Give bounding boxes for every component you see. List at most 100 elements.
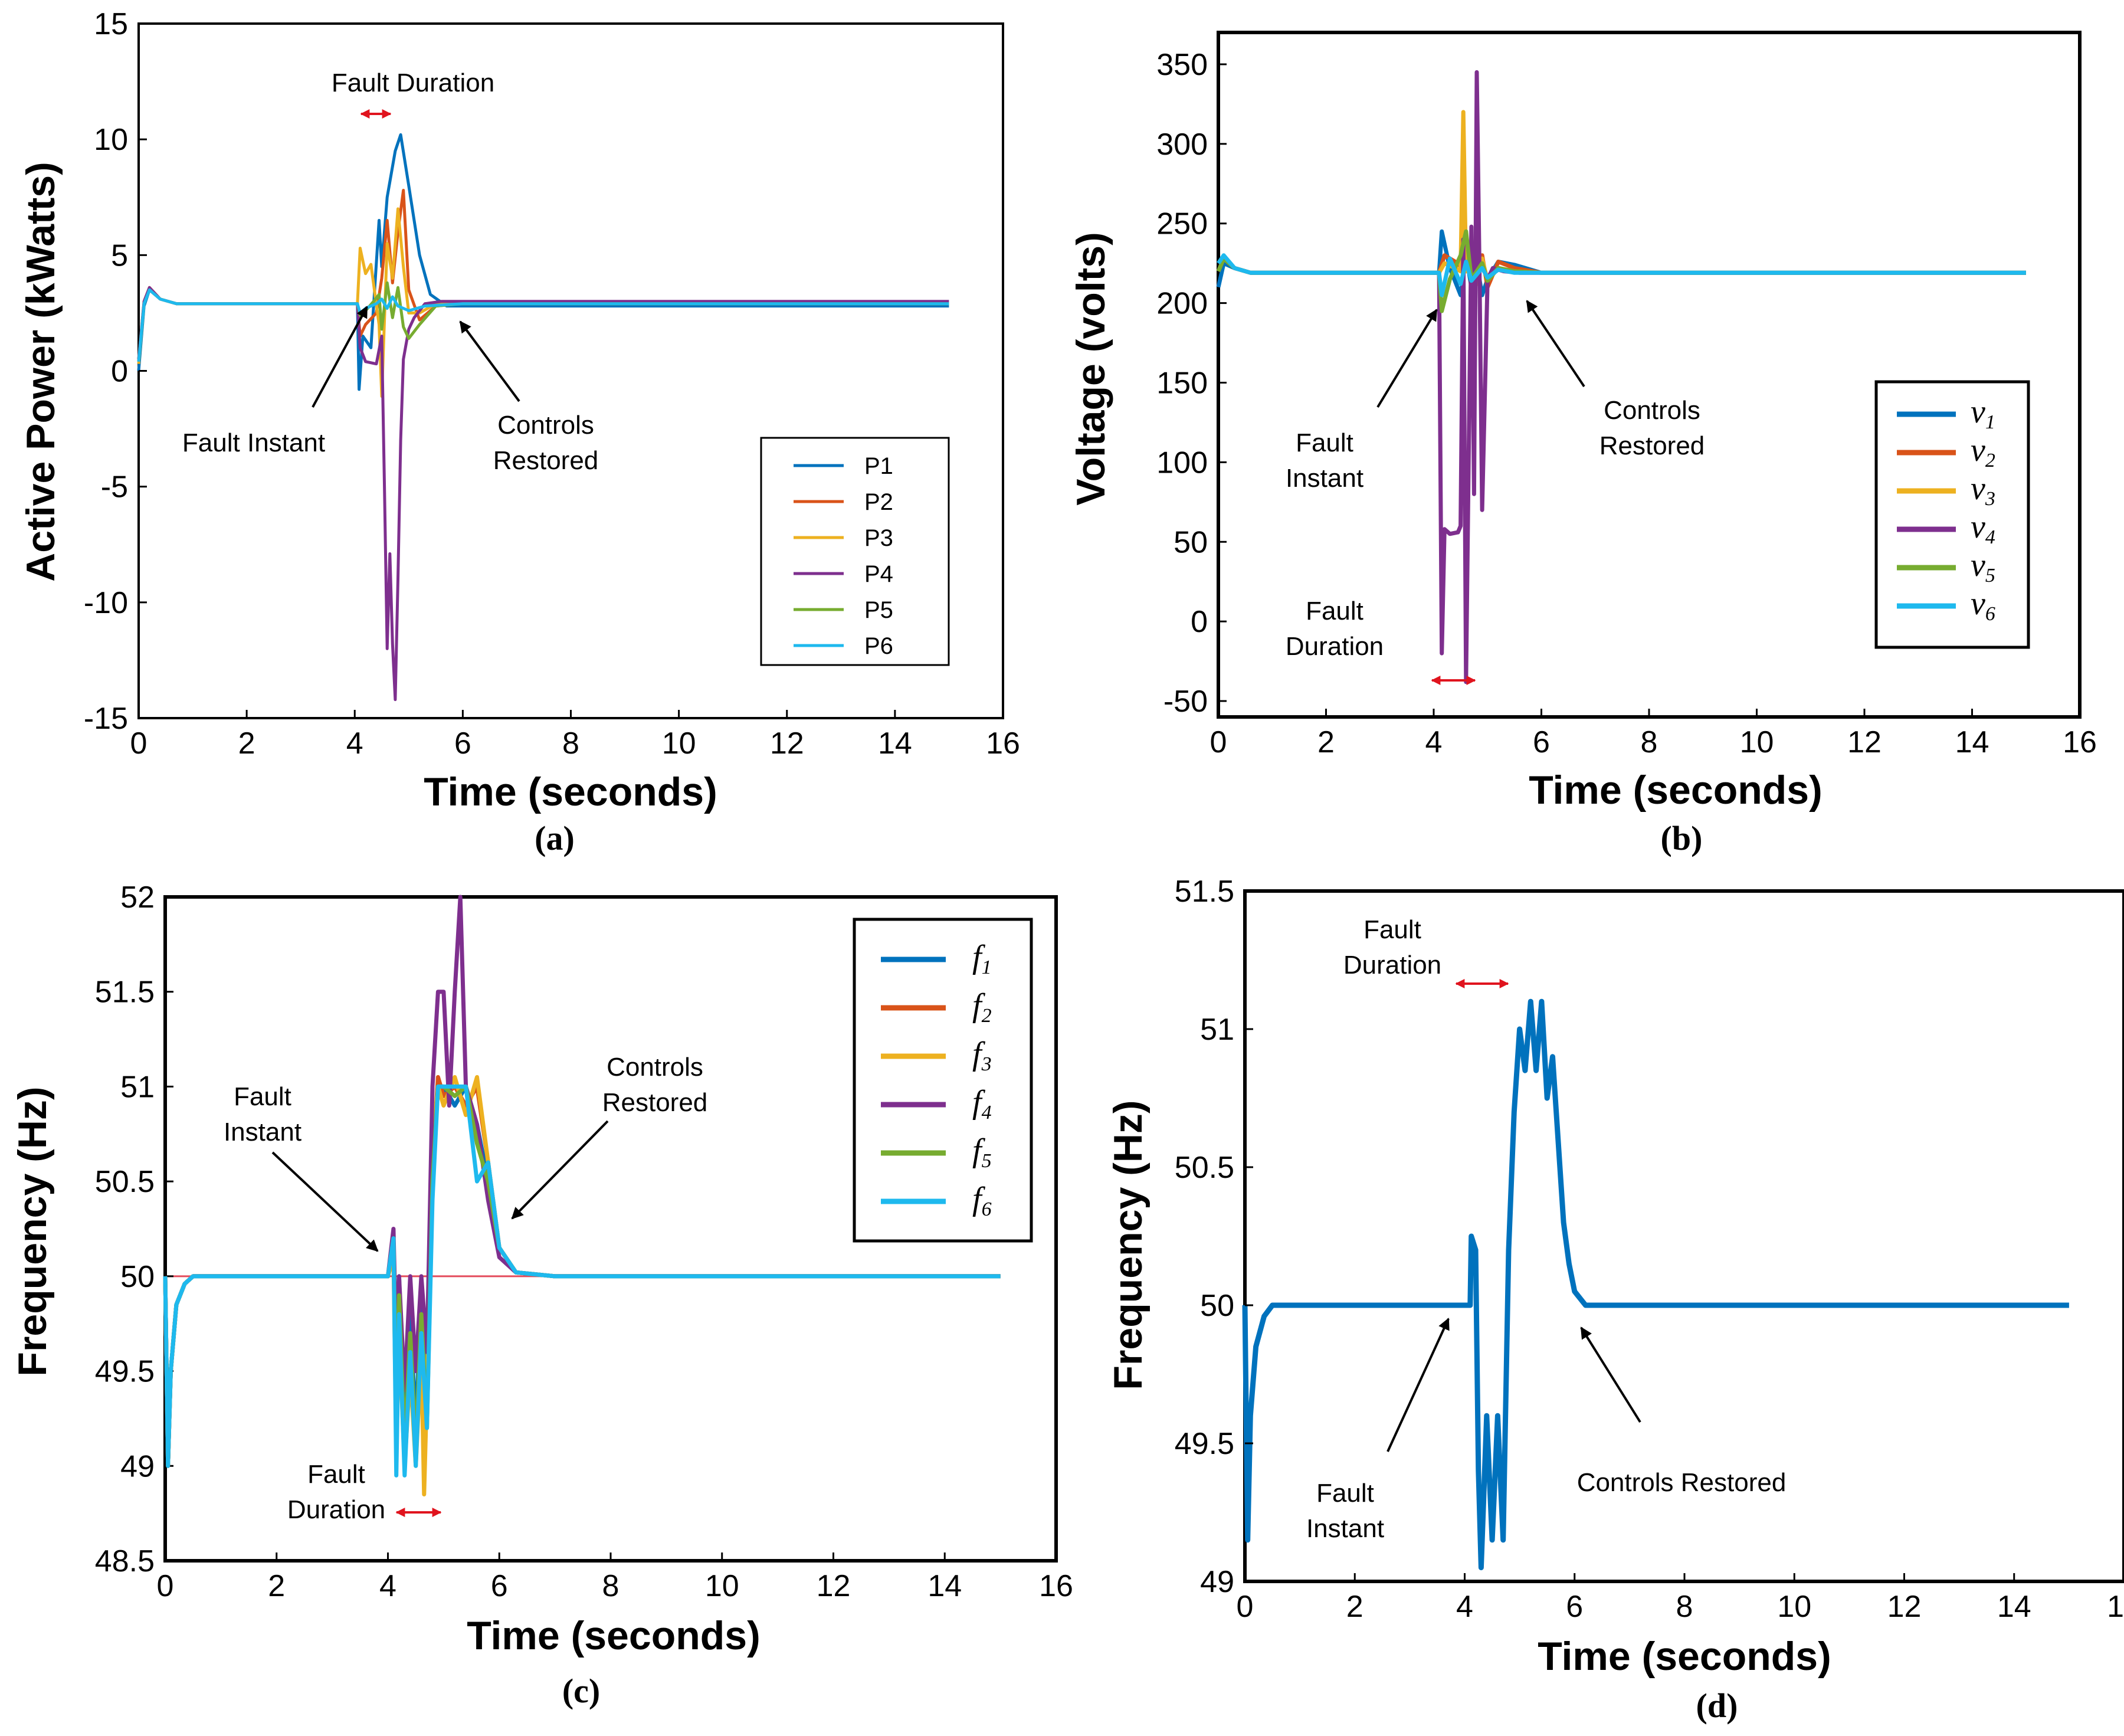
y-tick-label: -15 bbox=[84, 702, 128, 736]
controls-restored-label-b-line1: Controls bbox=[1604, 396, 1700, 425]
fault-duration-label-d-line1: Fault bbox=[1363, 915, 1421, 944]
fault-duration-label-a: Fault Duration bbox=[332, 68, 494, 97]
x-tick-label: 2 bbox=[1317, 725, 1335, 759]
fault-instant-label-b-line2: Instant bbox=[1286, 464, 1363, 493]
x-tick-label: 8 bbox=[602, 1569, 620, 1603]
fault-instant-arrow-b bbox=[1376, 309, 1438, 408]
y-tick-label: 250 bbox=[1156, 207, 1208, 241]
y-tick-label: 48.5 bbox=[95, 1544, 155, 1578]
fault-instant-arrow-a bbox=[312, 306, 368, 408]
y-tick-label: -10 bbox=[84, 586, 128, 620]
y-tick-label: 52 bbox=[120, 880, 155, 915]
x-tick-label: 4 bbox=[1425, 725, 1443, 759]
chart-a: 0 2 4 6 8 10 12 14 16 -15 -10 -5 0 5 10 15 Time (secon… bbox=[18, 7, 1020, 857]
x-tick-label: 16 bbox=[1039, 1569, 1073, 1603]
fault-duration-label-d-line2: Duration bbox=[1343, 951, 1441, 980]
fault-instant-label-c-line2: Instant bbox=[224, 1118, 301, 1147]
y-tick-label: 50 bbox=[120, 1260, 155, 1294]
series-f6-line bbox=[163, 1084, 1001, 1478]
panel-label-c: (c) bbox=[562, 1672, 600, 1710]
legend-label: P3 bbox=[864, 525, 893, 551]
chart-c: 0 2 4 6 8 10 12 14 16 48.5 49 49.5 50 50.5 51 51.5 52 T… bbox=[10, 880, 1073, 1710]
x-tick-label: 12 bbox=[1847, 725, 1882, 759]
y-tick-label: 51 bbox=[120, 1070, 155, 1104]
y-axis-label-a: Active Power (kWatts) bbox=[18, 162, 63, 582]
y-axis-label-d: Frequency (Hz) bbox=[1106, 1100, 1150, 1390]
x-tick-label: 10 bbox=[1777, 1590, 1811, 1624]
x-tick-label: 14 bbox=[878, 726, 912, 761]
x-tick-label: 0 bbox=[130, 726, 148, 761]
xticks-d: 0 2 4 6 8 10 12 14 16 bbox=[1237, 1573, 2124, 1624]
controls-restored-label-a-line2: Restored bbox=[493, 446, 599, 475]
legend-box-c bbox=[853, 918, 1033, 1243]
x-axis-label-d: Time (seconds) bbox=[1538, 1634, 1831, 1679]
x-tick-label: 10 bbox=[705, 1569, 739, 1603]
y-tick-label: 49 bbox=[1200, 1565, 1234, 1599]
x-tick-label: 16 bbox=[986, 726, 1020, 761]
fault-duration-label-b-line1: Fault bbox=[1306, 597, 1363, 625]
y-tick-label: 10 bbox=[94, 123, 128, 157]
controls-restored-label-c-line1: Controls bbox=[607, 1053, 703, 1082]
x-tick-label: 16 bbox=[2107, 1590, 2124, 1624]
y-tick-label: -50 bbox=[1163, 684, 1208, 719]
x-axis-label-a: Time (seconds) bbox=[424, 769, 717, 814]
fault-instant-label-d-line1: Fault bbox=[1316, 1479, 1374, 1508]
yticks-b: -50 0 50 100 150 200 250 300 350 bbox=[1156, 48, 1227, 719]
xticks-c: 0 2 4 6 8 10 12 14 16 bbox=[157, 1552, 1073, 1603]
fault-instant-label-a: Fault Instant bbox=[182, 428, 325, 457]
x-tick-label: 4 bbox=[1456, 1590, 1473, 1624]
x-tick-label: 8 bbox=[1641, 725, 1658, 759]
x-tick-label: 12 bbox=[770, 726, 804, 761]
y-tick-label: 350 bbox=[1156, 48, 1208, 82]
controls-restored-arrow-b bbox=[1526, 300, 1585, 388]
x-tick-label: 14 bbox=[1955, 725, 1989, 759]
y-tick-label: 50 bbox=[1200, 1289, 1234, 1323]
x-tick-label: 2 bbox=[1346, 1590, 1363, 1624]
xticks-b: 0 2 4 6 8 10 12 14 16 bbox=[1210, 709, 2097, 759]
plot-frame-d bbox=[1243, 889, 2124, 1583]
y-tick-label: -5 bbox=[101, 470, 128, 505]
y-tick-label: 15 bbox=[94, 7, 128, 41]
y-tick-label: 51.5 bbox=[1175, 874, 1234, 909]
y-tick-label: 0 bbox=[1191, 605, 1208, 639]
legend-label: P5 bbox=[864, 597, 893, 623]
legend-label: f4 bbox=[972, 1084, 992, 1124]
legend-label: P1 bbox=[864, 453, 893, 479]
legend-box-a bbox=[760, 437, 950, 666]
fault-instant-arrow-c bbox=[271, 1151, 379, 1252]
x-axis-label-b: Time (seconds) bbox=[1529, 768, 1823, 813]
y-tick-label: 5 bbox=[111, 238, 128, 273]
x-tick-label: 8 bbox=[562, 726, 579, 761]
x-tick-label: 0 bbox=[157, 1569, 174, 1603]
y-tick-label: 49.5 bbox=[95, 1355, 155, 1389]
fault-duration-label-b-line2: Duration bbox=[1286, 632, 1384, 661]
yticks-a: -15 -10 -5 0 5 10 15 bbox=[84, 7, 147, 736]
y-tick-label: 150 bbox=[1156, 366, 1208, 400]
yticks-d: 49 49.5 50 50.5 51 51.5 bbox=[1175, 874, 1253, 1599]
legend-label: P4 bbox=[864, 561, 893, 587]
x-axis-label-c: Time (seconds) bbox=[467, 1613, 761, 1658]
x-tick-label: 14 bbox=[927, 1569, 962, 1603]
y-tick-label: 200 bbox=[1156, 287, 1208, 321]
y-tick-label: 49.5 bbox=[1175, 1427, 1234, 1461]
x-tick-label: 10 bbox=[662, 726, 696, 761]
fault-instant-label-b-line1: Fault bbox=[1296, 428, 1353, 457]
fault-duration-label-c-line2: Duration bbox=[287, 1495, 385, 1524]
panel-label-a: (a) bbox=[535, 819, 575, 857]
x-tick-label: 6 bbox=[491, 1569, 508, 1603]
x-tick-label: 0 bbox=[1237, 1590, 1254, 1624]
legend-label: P6 bbox=[864, 633, 893, 659]
controls-restored-arrow-d bbox=[1580, 1326, 1641, 1423]
series-group-d bbox=[1242, 998, 2069, 1571]
x-tick-label: 4 bbox=[379, 1569, 396, 1603]
y-tick-label: 100 bbox=[1156, 446, 1208, 480]
series-group-c bbox=[163, 895, 1001, 1496]
x-tick-label: 6 bbox=[1533, 725, 1550, 759]
x-tick-label: 12 bbox=[1887, 1590, 1922, 1624]
chart-d: 0 2 4 6 8 10 12 14 16 49 49.5 50 50.5 51 51.5 Time (s… bbox=[1106, 874, 2124, 1725]
x-tick-label: 14 bbox=[1997, 1590, 2031, 1624]
fault-instant-label-d-line2: Instant bbox=[1306, 1514, 1384, 1543]
